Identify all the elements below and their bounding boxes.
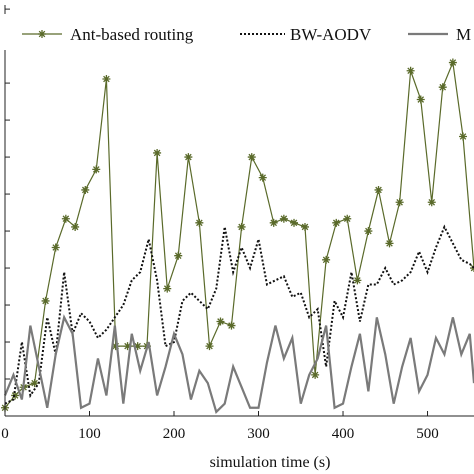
series-1-point xyxy=(300,222,309,231)
x-tick-label: 0 xyxy=(1,426,9,442)
series-1-point xyxy=(353,276,362,285)
series-1-point xyxy=(153,148,162,157)
series-1-point xyxy=(237,222,246,231)
series-1-point xyxy=(205,342,214,351)
series-1-point xyxy=(102,74,111,83)
series-1-point xyxy=(227,321,236,330)
x-tick-label: 200 xyxy=(163,426,186,442)
series-1-point xyxy=(81,185,90,194)
series-1-point xyxy=(11,391,20,400)
x-tick-label: 400 xyxy=(332,426,355,442)
series-line-2 xyxy=(4,224,474,405)
series-1-point xyxy=(332,218,341,227)
series-1-point xyxy=(322,255,331,264)
series-1-point xyxy=(247,153,256,162)
legend: Ant-based routing BW-AODV M xyxy=(0,14,474,50)
series-1-point xyxy=(279,214,288,223)
x-axis-label: simulation time (s) xyxy=(210,454,331,471)
legend-label-3: M xyxy=(456,25,471,44)
series-1-point xyxy=(364,227,373,236)
series-1-point xyxy=(92,165,101,174)
legend-label-2: BW-AODV xyxy=(290,25,372,44)
series-1-point xyxy=(374,185,383,194)
series-1-point xyxy=(406,66,415,75)
series-1-point xyxy=(459,132,468,141)
legend-background xyxy=(0,14,474,50)
series-1-point xyxy=(448,58,457,67)
series-1-point xyxy=(343,214,352,223)
legend-label-1: Ant-based routing xyxy=(70,25,194,44)
series-1-point xyxy=(184,153,193,162)
series-1-point xyxy=(41,296,50,305)
x-tick-label: 500 xyxy=(416,426,439,442)
series-1-point xyxy=(133,342,142,351)
x-tick-label: 300 xyxy=(247,426,270,442)
series-line-3 xyxy=(3,314,474,414)
legend-marker-1 xyxy=(38,30,46,38)
series-1-point xyxy=(269,218,278,227)
series-1-point xyxy=(30,379,39,388)
x-tick-label: 100 xyxy=(78,426,101,442)
series-1-point xyxy=(71,222,80,231)
series-1-point xyxy=(163,284,172,293)
series-1-point xyxy=(416,95,425,104)
series-1-point xyxy=(311,370,320,379)
series-1-point xyxy=(174,251,183,260)
series-1-point xyxy=(51,243,60,252)
series-1-point xyxy=(195,218,204,227)
series-1-point xyxy=(395,198,404,207)
series-1-point xyxy=(111,342,120,351)
x-ticks: 0 100 200 300 400 500 xyxy=(1,8,439,442)
series-1-point xyxy=(216,317,225,326)
axes-layer xyxy=(4,5,474,417)
series-1-point xyxy=(438,83,447,92)
series-1-point xyxy=(427,198,436,207)
series-1-point xyxy=(290,218,299,227)
series-1-point xyxy=(258,173,267,182)
series-1-point xyxy=(123,342,132,351)
series-line-1 xyxy=(4,60,474,409)
series-1-point xyxy=(385,239,394,248)
series-layer xyxy=(1,58,474,414)
series-1-point xyxy=(61,214,70,223)
